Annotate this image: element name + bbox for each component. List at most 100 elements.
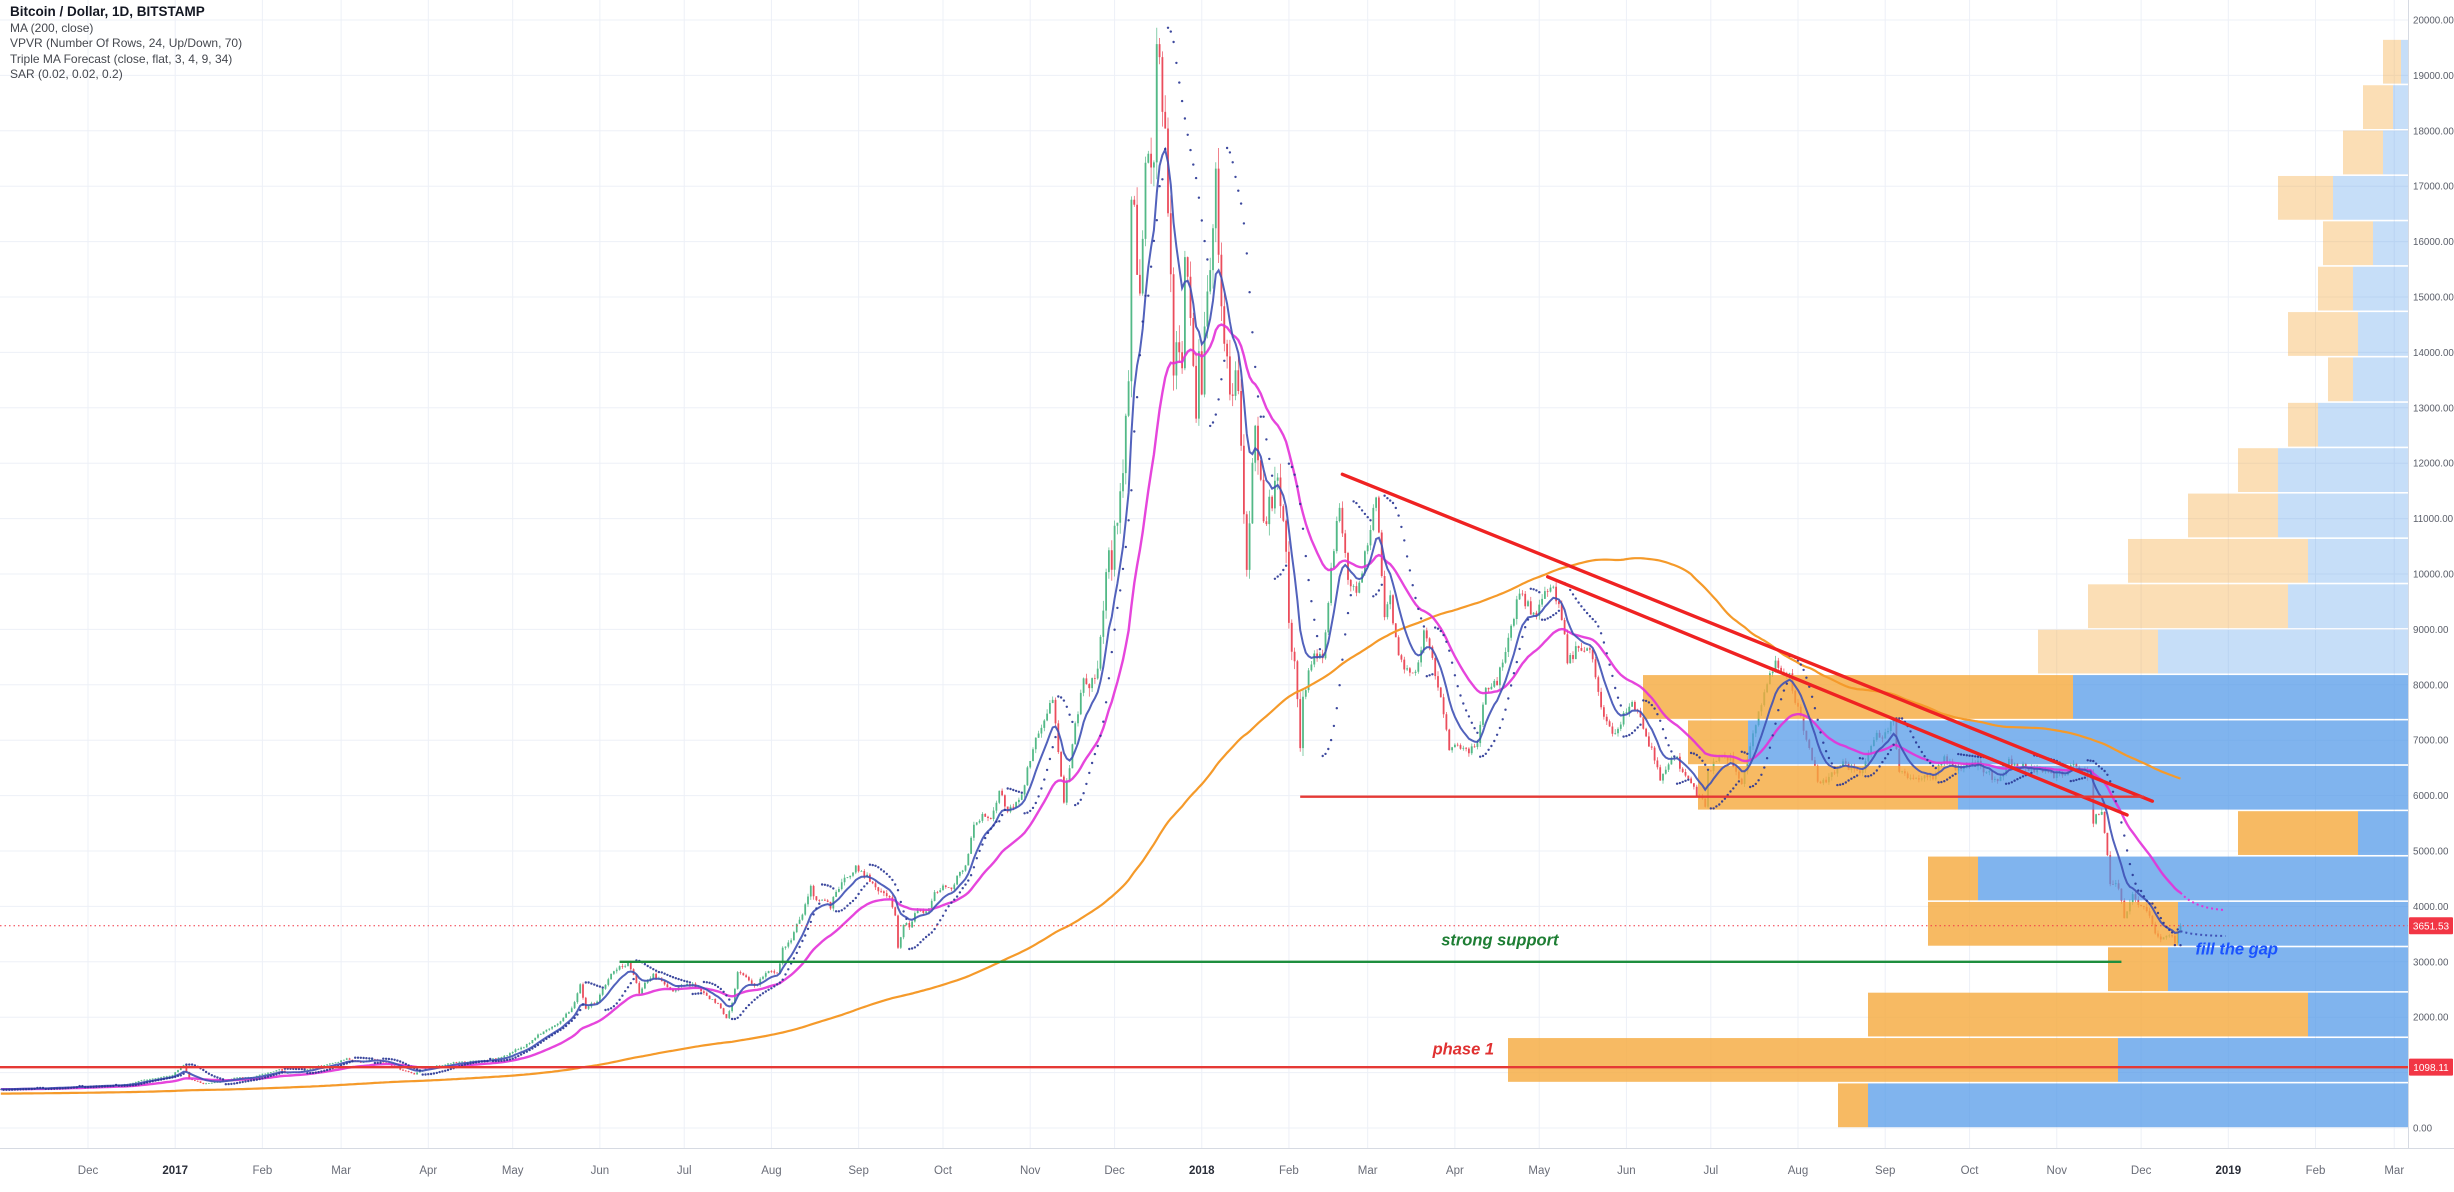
sar-dot xyxy=(818,902,821,905)
sar-dot xyxy=(1670,750,1673,753)
annotation-phase-1[interactable]: phase 1 xyxy=(1432,1040,1494,1058)
sar-dot xyxy=(1636,726,1639,729)
sar-dot xyxy=(652,968,655,971)
sar-dot xyxy=(643,963,647,966)
sar-dot xyxy=(1315,634,1319,638)
ema34-line xyxy=(0,323,2182,1091)
sar-dot xyxy=(1608,663,1611,666)
indicator-vpvr[interactable]: VPVR (Number Of Rows, 24, Up/Down, 70) xyxy=(10,36,243,50)
sar-dot xyxy=(534,1045,537,1049)
sar-dot xyxy=(685,980,689,983)
sar-dot xyxy=(1003,808,1007,811)
sar-dot xyxy=(891,878,894,882)
sar-dot xyxy=(255,1078,258,1081)
sar-dot xyxy=(1853,775,1856,779)
indicator-ma200[interactable]: MA (200, close) xyxy=(10,20,94,35)
sar-dot xyxy=(1749,785,1752,789)
descending-trendline[interactable] xyxy=(1340,472,2155,803)
sar-dot xyxy=(922,938,925,941)
sar-dot xyxy=(1082,792,1085,795)
sar-dot xyxy=(1490,744,1493,748)
sar-dot xyxy=(95,1085,98,1089)
sar-dot xyxy=(1889,748,1893,752)
descending-trendline[interactable] xyxy=(1545,575,2129,817)
sar-dot xyxy=(16,1088,19,1091)
sar-dot xyxy=(159,1078,163,1081)
sar-dot xyxy=(1203,239,1206,243)
sar-dot xyxy=(1110,650,1114,654)
sar-dot xyxy=(446,1068,450,1072)
time-tick-month: Jul xyxy=(1703,1165,1718,1177)
time-scale[interactable]: Dec 2017 Feb Mar Apr May Jun Jul Aug Sep Oct Nov Dec… xyxy=(78,1165,2405,1177)
sar-dot xyxy=(306,1072,309,1075)
drawings-layer[interactable]: strong support phase 1 fill the gap xyxy=(0,472,2408,1069)
time-tick-month: Apr xyxy=(1446,1165,1464,1177)
sar-dot xyxy=(1057,695,1060,698)
sar-dot xyxy=(401,1061,405,1064)
sar-dot xyxy=(1071,720,1074,724)
sar-dot xyxy=(739,1013,742,1017)
indicator-triple-ma-forecast[interactable]: Triple MA Forecast (close, flat, 3, 4, 9… xyxy=(10,51,233,66)
sar-dot xyxy=(846,904,849,907)
sar-dot xyxy=(235,1081,239,1085)
sar-dot xyxy=(998,820,1001,823)
sar-dot xyxy=(300,1067,303,1071)
sar-dot xyxy=(849,902,852,905)
vpvr-up-volume-bar xyxy=(1928,856,1978,901)
vpvr-down-volume-bar xyxy=(2308,992,2408,1037)
time-tick-month: Oct xyxy=(1961,1165,1980,1177)
sar-dot xyxy=(1386,497,1389,500)
price-tick-label: 12000.00 xyxy=(2413,459,2454,470)
sar-dot xyxy=(354,1056,357,1059)
sar-dot xyxy=(528,1048,531,1052)
sar-dot xyxy=(1912,736,1915,739)
sar-dot xyxy=(981,843,984,846)
sar-dot xyxy=(1045,768,1049,772)
sar-dot xyxy=(1358,505,1361,509)
sar-dot xyxy=(2170,931,2174,934)
symbol-title[interactable]: Bitcoin / Dollar, 1D, BITSTAMP xyxy=(10,4,205,19)
sar-dot xyxy=(244,1080,247,1083)
time-tick-month: Feb xyxy=(1279,1165,1299,1177)
vpvr-down-volume-bar xyxy=(2358,811,2408,855)
time-axis-bg xyxy=(0,1148,2454,1192)
price-badge xyxy=(2409,917,2453,935)
vpvr-down-volume-bar xyxy=(2383,130,2408,175)
sar-dot xyxy=(151,1080,154,1083)
sar-dot xyxy=(2094,762,2098,765)
sar-dot xyxy=(1448,649,1451,652)
chart-legend: Bitcoin / Dollar, 1D, BITSTAMP MA (200, … xyxy=(10,4,243,82)
price-scale[interactable]: 20000.00 19000.00 18000.00 17000.00 16000.00… xyxy=(2409,16,2454,1135)
sar-dot xyxy=(567,1022,571,1025)
annotation-fill-the-gap[interactable]: fill the gap xyxy=(2196,941,2279,959)
sar-dot xyxy=(362,1056,365,1060)
sar-dot xyxy=(1931,764,1935,767)
sar-dot xyxy=(854,896,857,900)
sar-dot xyxy=(182,1072,185,1076)
sar-dot xyxy=(1611,674,1614,678)
sar-dot xyxy=(1878,765,1881,768)
time-tick-month: Jul xyxy=(677,1165,692,1177)
sar-dot xyxy=(314,1071,317,1074)
sar-dot xyxy=(207,1072,211,1075)
annotation-strong-support[interactable]: strong support xyxy=(1441,932,1560,950)
sar-dot xyxy=(1405,555,1409,558)
sar-dot xyxy=(1774,722,1777,725)
sar-dot xyxy=(1020,791,1023,794)
sar-dot xyxy=(1760,773,1763,776)
sar-dot xyxy=(1639,723,1642,726)
sar-dot xyxy=(2030,771,2033,775)
sar-dot xyxy=(1268,457,1271,461)
sar-dot xyxy=(1327,747,1330,751)
sar-dot xyxy=(1186,133,1189,136)
sar-dot xyxy=(328,1068,332,1071)
sar-dot xyxy=(176,1074,180,1078)
sar-dot xyxy=(1757,779,1760,782)
sar-dot xyxy=(1810,695,1814,698)
time-tick-month: Dec xyxy=(78,1165,99,1177)
indicator-sar[interactable]: SAR (0.02, 0.02, 0.2) xyxy=(10,67,123,81)
sar-dot xyxy=(168,1076,171,1080)
sar-dot xyxy=(1088,771,1091,775)
